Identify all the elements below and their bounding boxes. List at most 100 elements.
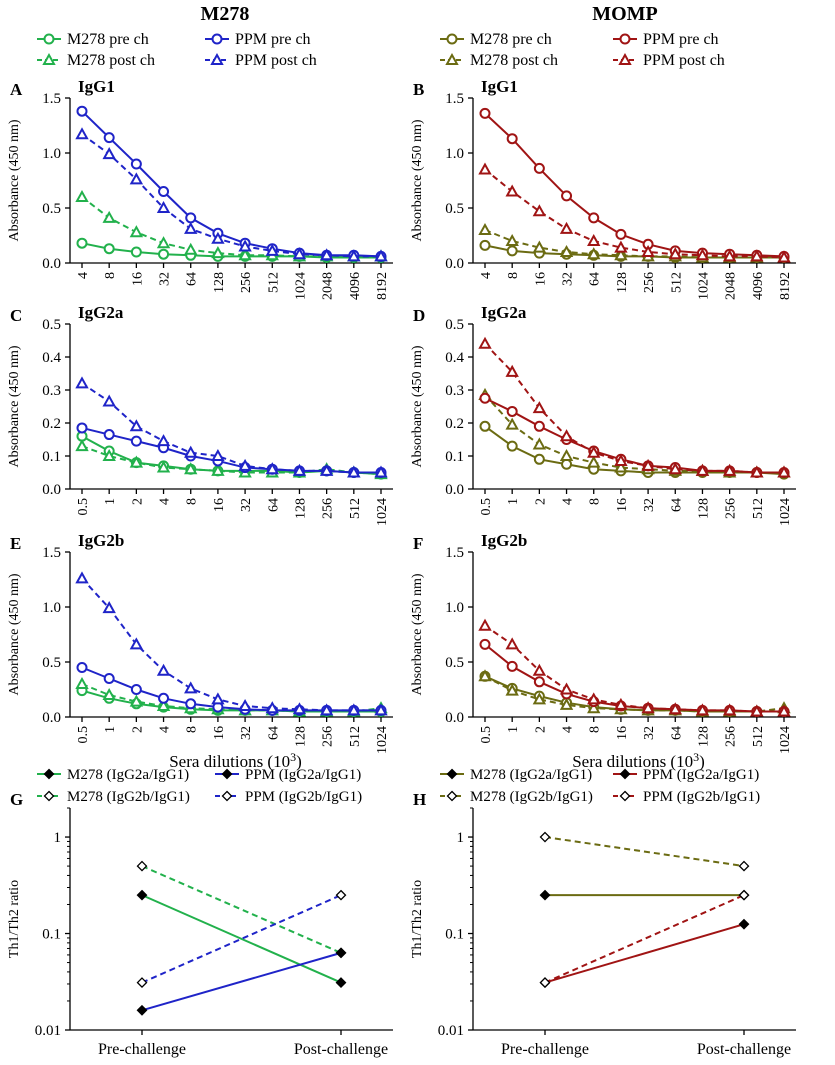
x-tick-label: 0.5 bbox=[479, 498, 494, 516]
x-tick-label: 8192 bbox=[375, 272, 390, 300]
panel-letter: H bbox=[413, 790, 426, 809]
data-point bbox=[478, 162, 492, 175]
legend-label: PPM (IgG2b/IgG1) bbox=[245, 789, 362, 805]
data-point bbox=[156, 434, 171, 447]
data-point bbox=[777, 704, 791, 717]
data-point bbox=[587, 692, 601, 705]
x-tick-label: 128 bbox=[696, 726, 711, 747]
data-point bbox=[559, 244, 574, 257]
data-point bbox=[668, 462, 682, 475]
x-tick-label: 2048 bbox=[321, 272, 336, 300]
data-point bbox=[559, 448, 574, 461]
data-point bbox=[539, 977, 551, 989]
series-m278-igg2a-igg1- bbox=[136, 889, 347, 989]
data-point bbox=[506, 405, 518, 417]
y-tick-label: 0.01 bbox=[35, 1023, 61, 1039]
data-point bbox=[479, 392, 491, 404]
legend-key-marker bbox=[446, 768, 458, 780]
series-ppm-post-ch bbox=[75, 127, 388, 262]
series-line bbox=[484, 229, 784, 259]
data-point bbox=[641, 458, 655, 471]
y-tick-label: 1.0 bbox=[445, 146, 464, 162]
data-point bbox=[738, 918, 750, 930]
legend-top-right-entry: PPM post ch bbox=[613, 52, 725, 69]
legend-label: PPM post ch bbox=[235, 52, 317, 69]
series-ppm-pre-ch bbox=[76, 105, 387, 262]
y-tick-label: 0.1 bbox=[445, 927, 464, 943]
data-point bbox=[614, 248, 628, 261]
data-point bbox=[76, 662, 88, 673]
legend-key-marker bbox=[618, 52, 632, 65]
data-point bbox=[587, 247, 601, 260]
x-tick-label: 4096 bbox=[751, 272, 766, 300]
y-tick-label: 1.0 bbox=[42, 146, 61, 162]
data-point bbox=[129, 419, 144, 432]
y-tick-label: 0.1 bbox=[42, 927, 61, 943]
data-point bbox=[722, 463, 737, 476]
x-axis-label: Sera dilutions (103) bbox=[572, 750, 705, 771]
legend-bottom-right-entry: M278 (IgG2a/IgG1) bbox=[440, 767, 592, 783]
data-point bbox=[506, 245, 518, 257]
legend-top-left-entry: M278 pre ch bbox=[37, 31, 149, 48]
data-point bbox=[738, 889, 750, 901]
y-tick-label: 0.1 bbox=[445, 449, 464, 465]
y-tick-label: 1.5 bbox=[42, 545, 61, 561]
x-tick-label: 512 bbox=[751, 498, 766, 519]
data-point bbox=[505, 637, 519, 650]
y-tick-label: 1 bbox=[457, 830, 465, 846]
data-point bbox=[641, 701, 655, 714]
data-point bbox=[478, 222, 492, 235]
series-ppm-post-ch bbox=[478, 618, 791, 717]
data-point bbox=[587, 233, 601, 246]
legend-label: M278 post ch bbox=[67, 52, 155, 69]
x-axis-label-main: Sera dilutions (10 bbox=[169, 752, 290, 771]
legend-top-left-entry: PPM post ch bbox=[205, 52, 317, 69]
x-axis-label-sup: 3 bbox=[290, 750, 296, 764]
x-tick-label: 1 bbox=[103, 726, 118, 733]
x-tick-label: 2 bbox=[130, 498, 145, 505]
x-tick-label: 1024 bbox=[293, 272, 308, 300]
data-point bbox=[695, 703, 710, 716]
x-axis-label-end: ) bbox=[699, 752, 705, 771]
legend-label: M278 pre ch bbox=[67, 31, 149, 48]
data-point bbox=[506, 133, 518, 145]
y-tick-label: 0.0 bbox=[445, 256, 464, 272]
data-point bbox=[75, 376, 89, 389]
data-point bbox=[506, 660, 518, 672]
data-point bbox=[265, 701, 279, 714]
series-m278-igg2b-igg1- bbox=[539, 831, 750, 872]
x-tick-label: 256 bbox=[321, 498, 336, 519]
x-tick-label: 16 bbox=[212, 726, 227, 740]
x-tick-label: 32 bbox=[239, 726, 254, 740]
legend-label: PPM (IgG2a/IgG1) bbox=[245, 767, 361, 783]
data-point bbox=[559, 429, 574, 442]
y-tick-label: 0.5 bbox=[42, 317, 61, 333]
data-point bbox=[184, 445, 198, 458]
y-tick-label: 0.0 bbox=[445, 482, 464, 498]
data-point bbox=[129, 637, 144, 650]
data-point bbox=[102, 601, 116, 614]
legend-top-right-entry: PPM pre ch bbox=[613, 31, 719, 48]
x-tick-label: 32 bbox=[239, 498, 254, 512]
data-point bbox=[559, 697, 574, 710]
x-tick-label: 32 bbox=[642, 498, 657, 512]
y-tick-label: 1 bbox=[54, 830, 62, 846]
data-point bbox=[184, 462, 198, 475]
legend-bottom-left-entry: M278 (IgG2a/IgG1) bbox=[37, 767, 189, 783]
panel-letter: B bbox=[413, 80, 424, 99]
data-point bbox=[479, 420, 491, 432]
data-point bbox=[614, 240, 628, 253]
data-point bbox=[130, 435, 142, 447]
legend-key-marker bbox=[221, 790, 233, 802]
data-point bbox=[505, 184, 519, 197]
data-point bbox=[335, 889, 347, 901]
x-tick-label: 0.5 bbox=[479, 726, 494, 744]
legend-key-marker bbox=[42, 52, 56, 65]
data-point bbox=[292, 702, 307, 715]
x-tick-label: 0.5 bbox=[76, 726, 91, 744]
y-tick-label: 0.0 bbox=[42, 710, 61, 726]
legend-key-marker bbox=[446, 790, 458, 802]
legend-key-marker bbox=[446, 33, 458, 45]
data-point bbox=[185, 212, 197, 224]
